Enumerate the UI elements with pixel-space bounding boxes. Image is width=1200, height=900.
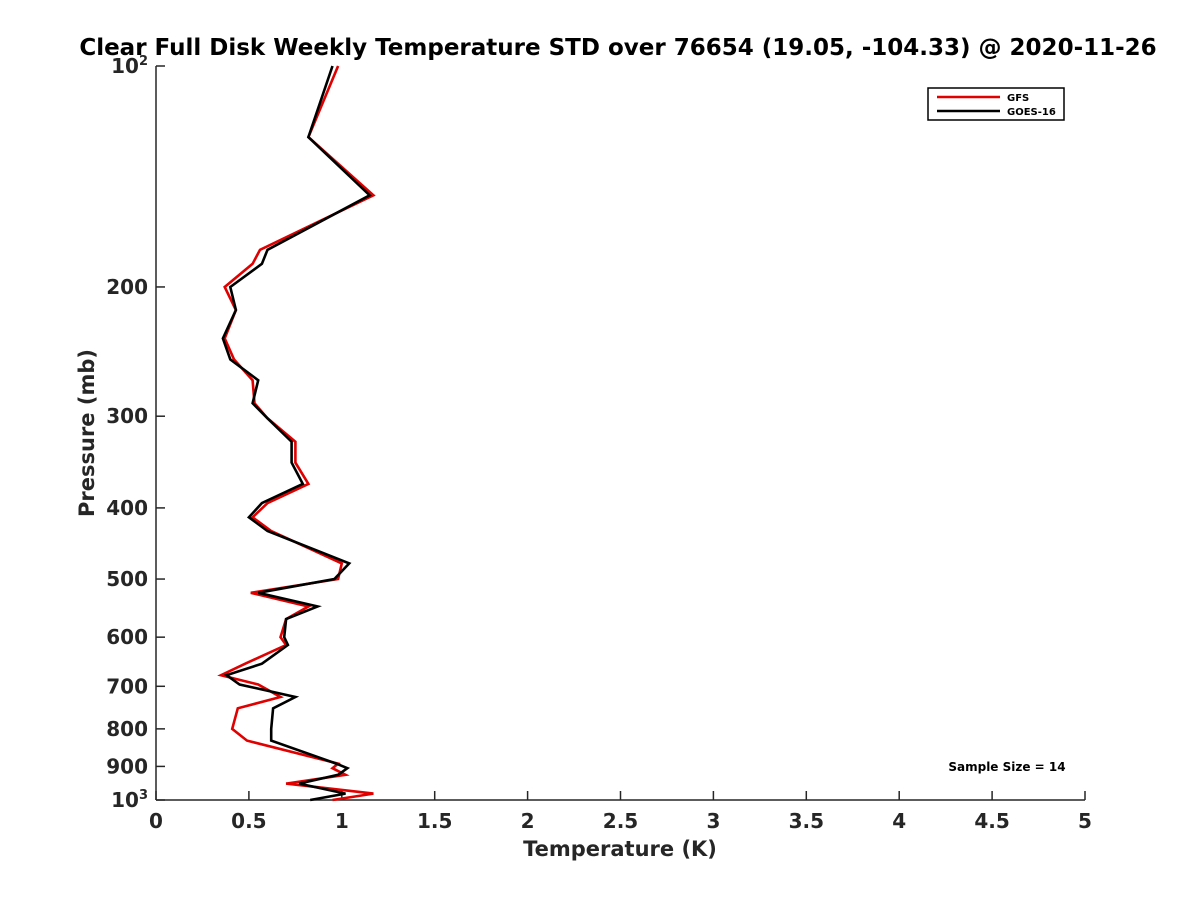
x-tick-label: 0 <box>149 809 163 833</box>
x-tick-label: 2 <box>521 809 535 833</box>
y-tick-label: 102 <box>111 54 148 78</box>
x-tick-label: 4.5 <box>974 809 1009 833</box>
chart-title: Clear Full Disk Weekly Temperature STD o… <box>79 35 1156 61</box>
x-tick-label: 1.5 <box>417 809 452 833</box>
y-tick-label-exponent: 2 <box>139 54 148 69</box>
y-tick-label: 900 <box>106 754 148 778</box>
y-axis-title: Pressure (mb) <box>75 349 99 517</box>
x-axis-ticks: 0 0.5 1 1.5 2 2.5 3 3.5 4 4.5 5 <box>149 791 1092 833</box>
y-tick-label-exponent: 3 <box>139 788 148 803</box>
legend: GFS GOES-16 <box>927 87 1065 121</box>
y-tick-label: 103 <box>111 788 148 812</box>
x-tick-label: 2.5 <box>603 809 638 833</box>
y-tick-label: 400 <box>106 496 148 520</box>
legend-label: GOES-16 <box>1007 107 1056 118</box>
series-line-goes-16 <box>221 65 372 802</box>
x-tick-label: 3 <box>706 809 720 833</box>
legend-label: GFS <box>1007 93 1029 104</box>
x-tick-label: 0.5 <box>231 809 266 833</box>
y-tick-label: 500 <box>106 567 148 591</box>
x-tick-label: 3.5 <box>789 809 824 833</box>
y-tick-label-base: 10 <box>111 788 139 812</box>
y-tick-label: 200 <box>106 275 148 299</box>
x-axis-title: Temperature (K) <box>523 837 717 861</box>
x-tick-label: 5 <box>1078 809 1092 833</box>
y-tick-label: 600 <box>106 625 148 649</box>
x-tick-label: 4 <box>892 809 906 833</box>
series-lines <box>217 65 376 802</box>
x-tick-label: 1 <box>335 809 349 833</box>
y-tick-label-base: 10 <box>111 54 139 78</box>
legend-box <box>927 87 1065 121</box>
y-tick-label: 700 <box>106 674 148 698</box>
y-tick-label: 800 <box>106 717 148 741</box>
y-tick-label: 300 <box>106 404 148 428</box>
sample-size-annotation: Sample Size = 14 <box>948 760 1065 774</box>
